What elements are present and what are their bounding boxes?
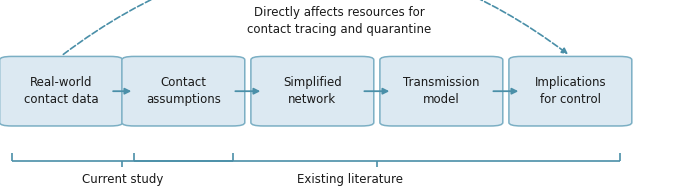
Text: Implications
for control: Implications for control bbox=[534, 76, 606, 106]
FancyBboxPatch shape bbox=[509, 56, 631, 126]
Text: Directly affects resources for
contact tracing and quarantine: Directly affects resources for contact t… bbox=[247, 6, 432, 36]
FancyBboxPatch shape bbox=[0, 56, 122, 126]
Text: Existing literature: Existing literature bbox=[297, 173, 403, 185]
Text: Simplified
network: Simplified network bbox=[283, 76, 342, 106]
Text: Contact
assumptions: Contact assumptions bbox=[146, 76, 221, 106]
Text: Current study: Current study bbox=[81, 173, 163, 185]
Text: Transmission
model: Transmission model bbox=[403, 76, 479, 106]
Text: Real-world
contact data: Real-world contact data bbox=[24, 76, 98, 106]
FancyBboxPatch shape bbox=[251, 56, 373, 126]
FancyBboxPatch shape bbox=[380, 56, 502, 126]
FancyBboxPatch shape bbox=[122, 56, 245, 126]
